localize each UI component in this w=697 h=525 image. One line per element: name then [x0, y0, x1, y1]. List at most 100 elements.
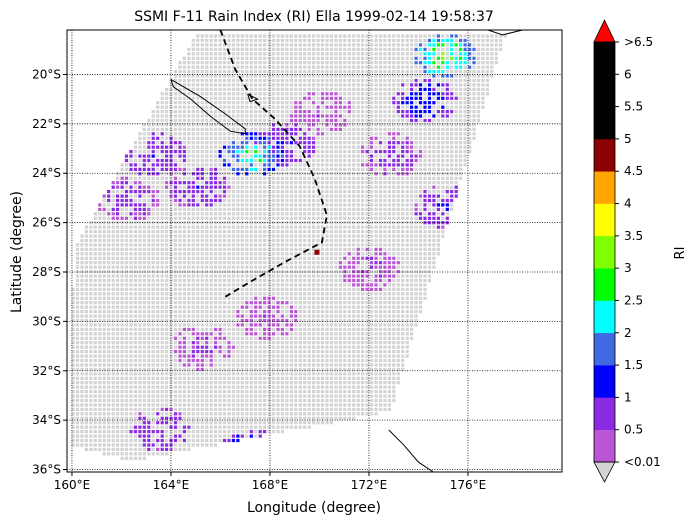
rain-index-cell: [200, 70, 204, 74]
rain-index-cell: [445, 145, 449, 149]
rain-index-cell: [182, 305, 186, 309]
rain-index-cell: [303, 318, 307, 323]
rain-index-cell: [209, 203, 213, 207]
rain-index-cell: [147, 132, 151, 136]
rain-index-cell: [267, 123, 271, 127]
rain-index-cell: [383, 225, 387, 229]
rain-index-cell: [441, 96, 445, 100]
rain-index-cell: [352, 101, 356, 105]
rain-index-cell: [276, 65, 280, 69]
rain-index-cell: [240, 256, 244, 260]
rain-index-cell: [240, 198, 244, 203]
rain-index-cell: [209, 243, 213, 247]
rain-index-cell: [160, 252, 164, 256]
rain-index-cell: [209, 163, 213, 167]
rain-index-cell: [214, 150, 218, 154]
rain-index-cell: [160, 212, 164, 216]
rain-index-cell: [160, 310, 164, 314]
rain-index-cell: [320, 43, 325, 47]
rain-index-cell: [160, 96, 164, 100]
rain-index-cell: [329, 38, 333, 43]
rain-index-cell: [361, 38, 365, 43]
rain-index-cell: [89, 247, 93, 251]
rain-index-cell: [263, 314, 267, 318]
rain-index-cell: [387, 243, 391, 247]
rain-index-cell: [320, 310, 325, 314]
rain-index-cell: [227, 274, 231, 278]
rain-index-cell: [222, 78, 227, 83]
rain-index-cell: [280, 301, 284, 305]
rain-index-cell: [356, 34, 360, 38]
rain-index-cell: [396, 274, 400, 278]
rain-index-cell: [423, 70, 427, 74]
rain-index-cell: [423, 34, 427, 38]
rain-index-cell: [236, 74, 240, 78]
rain-index-cell: [463, 34, 467, 38]
rain-index-cell: [205, 163, 209, 167]
rain-index-cell: [151, 194, 155, 198]
rain-index-cell: [361, 123, 365, 127]
rain-index-cell: [138, 207, 142, 211]
rain-index-cell: [365, 158, 369, 163]
rain-index-cell: [432, 110, 436, 114]
rain-index-cell: [338, 243, 342, 247]
rain-index-cell: [249, 43, 253, 47]
rain-index-cell: [298, 292, 302, 296]
rain-index-cell: [365, 216, 369, 220]
rain-index-cell: [165, 101, 169, 105]
rain-index-cell: [423, 274, 427, 278]
rain-index-cell: [329, 132, 333, 136]
rain-index-cell: [392, 305, 396, 309]
rain-index-cell: [414, 181, 418, 185]
rain-index-cell: [454, 176, 458, 180]
rain-index-cell: [116, 190, 120, 194]
rain-index-cell: [160, 256, 164, 260]
rain-index-cell: [165, 141, 169, 145]
rain-index-cell: [289, 216, 293, 220]
rain-index-cell: [267, 301, 271, 305]
rain-index-cell: [418, 287, 423, 291]
rain-index-cell: [254, 203, 258, 207]
rain-index-cell: [151, 234, 155, 238]
rain-index-cell: [312, 92, 316, 96]
rain-index-cell: [98, 301, 102, 305]
rain-index-cell: [165, 172, 169, 176]
rain-index-cell: [414, 87, 418, 91]
rain-index-cell: [338, 83, 342, 87]
rain-index-cell: [369, 256, 374, 260]
rain-index-cell: [133, 256, 137, 260]
rain-index-cell: [307, 247, 311, 251]
rain-index-cell: [463, 154, 467, 158]
rain-index-cell: [218, 118, 222, 123]
rain-index-cell: [378, 185, 383, 189]
rain-index-cell: [427, 238, 432, 243]
rain-index-cell: [138, 185, 142, 189]
rain-index-cell: [214, 256, 218, 260]
rain-index-cell: [156, 230, 160, 234]
rain-index-cell: [298, 132, 302, 136]
rain-index-cell: [205, 154, 209, 158]
rain-index-cell: [356, 310, 360, 314]
rain-index-cell: [392, 83, 396, 87]
rain-index-cell: [396, 83, 400, 87]
rain-index-cell: [378, 96, 383, 100]
rain-index-cell: [320, 292, 325, 296]
rain-index-cell: [307, 101, 311, 105]
rain-index-cell: [294, 305, 298, 309]
rain-index-cell: [356, 296, 360, 300]
rain-index-cell: [222, 247, 227, 251]
rain-index-cell: [267, 101, 271, 105]
rain-index-cell: [156, 278, 160, 283]
rain-index-cell: [245, 287, 249, 291]
rain-index-cell: [325, 163, 329, 167]
rain-index-cell: [80, 278, 84, 283]
rain-index-cell: [258, 292, 262, 296]
rain-index-cell: [285, 154, 289, 158]
rain-index-cell: [240, 238, 244, 243]
rain-index-cell: [423, 96, 427, 100]
rain-index-cell: [378, 167, 383, 171]
rain-index-cell: [316, 261, 320, 265]
rain-index-cell: [410, 292, 414, 296]
rain-index-cell: [249, 238, 253, 243]
rain-index-cell: [160, 190, 164, 194]
